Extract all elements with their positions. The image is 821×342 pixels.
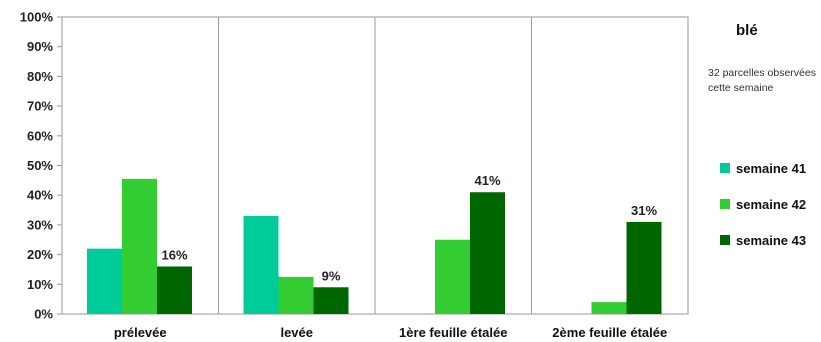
y-tick-label: 30% [27,217,53,232]
legend-label: semaine 43 [736,232,807,248]
legend-item-semaine-42: semaine 42 [720,186,806,222]
bar [470,192,505,314]
bar [591,302,627,314]
bars [87,178,662,314]
y-tick-label: 10% [27,277,53,292]
chart-note: 32 parcelles observées cette semaine [708,67,816,94]
x-axis: prélevée levée 1ère feuille étalée 2ème feu… [114,325,667,340]
y-tick-label: 20% [27,247,53,262]
legend: semaine 41 semaine 42 semaine 43 [720,150,806,258]
legend-item-semaine-43: semaine 43 [720,222,806,258]
chart-title: blé [736,22,758,39]
legend-label: semaine 41 [736,160,807,176]
bar [122,178,157,314]
y-tick-label: 90% [27,39,53,54]
bar [626,221,662,314]
y-tick-label: 0% [34,307,53,322]
bar [278,276,314,314]
y-tick-label: 50% [27,158,53,173]
data-label: 31% [631,203,657,218]
bar [435,239,470,314]
y-tick-label: 70% [27,99,53,114]
data-label: 41% [474,173,500,188]
bar [243,215,279,314]
legend-swatch [720,163,730,173]
x-tick-label: levée [280,325,313,340]
bar [313,287,349,314]
legend-swatch [720,235,730,245]
y-tick-label: 60% [27,128,53,143]
y-axis: 0% 10% 20% 30% 40% 50% 60% 70% 80% 90% 100% [20,10,62,322]
y-tick-label: 100% [20,10,54,25]
y-tick-label: 40% [27,188,53,203]
bar [157,266,192,314]
legend-item-semaine-41: semaine 41 [720,150,806,186]
x-tick-label: 1ère feuille étalée [399,325,507,340]
data-label: 16% [161,247,187,262]
bar [87,248,122,314]
y-tick-label: 80% [27,69,53,84]
legend-label: semaine 42 [736,196,807,212]
legend-swatch [720,199,730,209]
data-labels: 16% 9% 41% 31% [161,173,657,283]
x-tick-label: prélevée [114,325,167,340]
data-label: 9% [322,268,341,283]
x-tick-label: 2ème feuille étalée [552,325,667,340]
